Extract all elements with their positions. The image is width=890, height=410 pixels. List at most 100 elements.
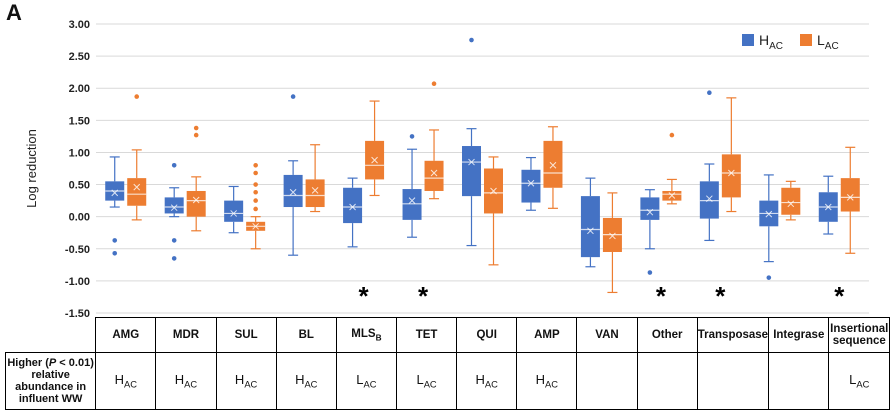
higher-abundance-value: LAC <box>335 352 398 410</box>
category-header: VAN <box>576 317 638 353</box>
box-h <box>462 146 481 197</box>
mean-marker <box>430 169 438 177</box>
value-subscript: AC <box>184 379 198 390</box>
mean-marker <box>787 200 795 208</box>
mean-marker <box>289 188 297 196</box>
category-subscript: B <box>375 333 382 343</box>
significance-star: * <box>715 281 726 311</box>
category-header: MDR <box>155 317 217 353</box>
category-header: Integrase <box>768 317 830 353</box>
outlier-point <box>193 132 199 138</box>
box-h <box>580 196 600 258</box>
outlier-point <box>253 198 258 203</box>
box-h <box>699 181 719 219</box>
box-l <box>424 160 444 191</box>
category-header: Transposase <box>696 317 770 353</box>
outlier-point <box>112 250 118 256</box>
outlier-point <box>193 125 199 131</box>
box-h <box>640 197 660 220</box>
mean-marker <box>468 158 475 166</box>
box-h <box>343 187 363 224</box>
table-corner <box>5 317 97 353</box>
mean-marker <box>527 179 535 187</box>
legend-label-l: LAC <box>817 32 839 52</box>
mean-marker <box>408 197 416 204</box>
outlier-point <box>431 81 437 87</box>
higher-abundance-value: LAC <box>828 352 890 410</box>
box-l <box>127 178 147 206</box>
panel-label: A <box>6 0 22 25</box>
box-h <box>224 200 244 222</box>
legend-label-h: HAC <box>759 32 783 52</box>
y-tick-label: 2.50 <box>69 51 90 63</box>
mean-marker <box>609 232 616 240</box>
mean-marker <box>170 204 178 212</box>
box-h <box>164 197 184 214</box>
legend-swatch-h <box>742 34 754 46</box>
category-header-row: AMG MDR SUL BL MLSB TET QUI AMP VAN Other Transpos… <box>5 317 890 353</box>
significance-star: * <box>359 281 370 311</box>
y-tick-label: 3.00 <box>69 19 90 31</box>
y-axis-label: Log reduction <box>24 129 39 208</box>
legend-subscript: AC <box>769 41 783 52</box>
higher-abundance-value: HAC <box>95 352 157 410</box>
significance-star: * <box>656 281 667 311</box>
value-subscript: AC <box>304 379 318 390</box>
outlier-point <box>647 270 653 275</box>
value-subscript: AC <box>244 379 258 390</box>
mean-marker <box>349 203 356 211</box>
higher-abundance-value: HAC <box>456 352 518 410</box>
outlier-point <box>409 134 415 139</box>
mean-marker <box>192 196 200 204</box>
outlier-point <box>112 238 118 243</box>
mean-marker <box>646 208 654 216</box>
box-h <box>521 169 541 203</box>
value-subscript: AC <box>124 379 137 390</box>
category-header: AMP <box>516 317 578 353</box>
outlier-point <box>469 37 474 43</box>
y-tick-label: -1.50 <box>65 308 90 318</box>
value-subscript: AC <box>545 379 559 390</box>
box-l <box>543 140 563 188</box>
mean-marker <box>587 227 594 235</box>
mean-marker <box>133 183 141 191</box>
y-tick-label: 1.50 <box>69 115 90 127</box>
outlier-point <box>669 132 675 138</box>
higher-abundance-value: HAC <box>516 352 578 410</box>
legend-subscript: AC <box>825 41 839 52</box>
box-l <box>840 178 860 212</box>
box-l <box>186 190 206 217</box>
y-tick-label: 0.00 <box>69 212 90 224</box>
row-label: Higher (P < 0.01) relative abundance in … <box>4 352 97 410</box>
mean-marker <box>846 194 854 201</box>
y-tick-label: 0.50 <box>69 180 90 192</box>
y-tick-label: 2.00 <box>69 83 90 95</box>
mean-marker <box>727 169 735 177</box>
outlier-point <box>707 90 712 96</box>
mean-marker <box>765 210 773 218</box>
category-header: Other <box>636 317 698 353</box>
y-tick-label: -1.00 <box>65 276 90 288</box>
value-subscript: AC <box>423 379 437 390</box>
outlier-point <box>134 94 140 99</box>
mean-marker <box>311 186 319 194</box>
box-l <box>305 179 325 208</box>
outlier-point <box>253 162 258 168</box>
category-header: MLSB <box>335 317 398 353</box>
significance-star: * <box>418 281 429 311</box>
mean-marker <box>490 187 497 195</box>
mean-marker <box>371 156 378 164</box>
category-header: Insertional sequence <box>828 317 890 353</box>
box-plot-chart: 3.00 2.50 2.00 1.50 1.00 0.50 0.00 -0.50 -1.00 -1… <box>24 19 869 318</box>
higher-abundance-value <box>576 352 638 410</box>
value-subscript: AC <box>363 379 377 390</box>
mean-marker <box>668 192 676 199</box>
box-h <box>402 189 422 220</box>
legend-swatch-l <box>800 34 812 46</box>
mean-marker <box>549 161 557 169</box>
higher-abundance-value <box>636 352 698 410</box>
mean-marker <box>705 195 713 203</box>
outlier-point <box>253 189 258 195</box>
higher-abundance-value: HAC <box>215 352 277 410</box>
significance-star: * <box>834 281 845 311</box>
